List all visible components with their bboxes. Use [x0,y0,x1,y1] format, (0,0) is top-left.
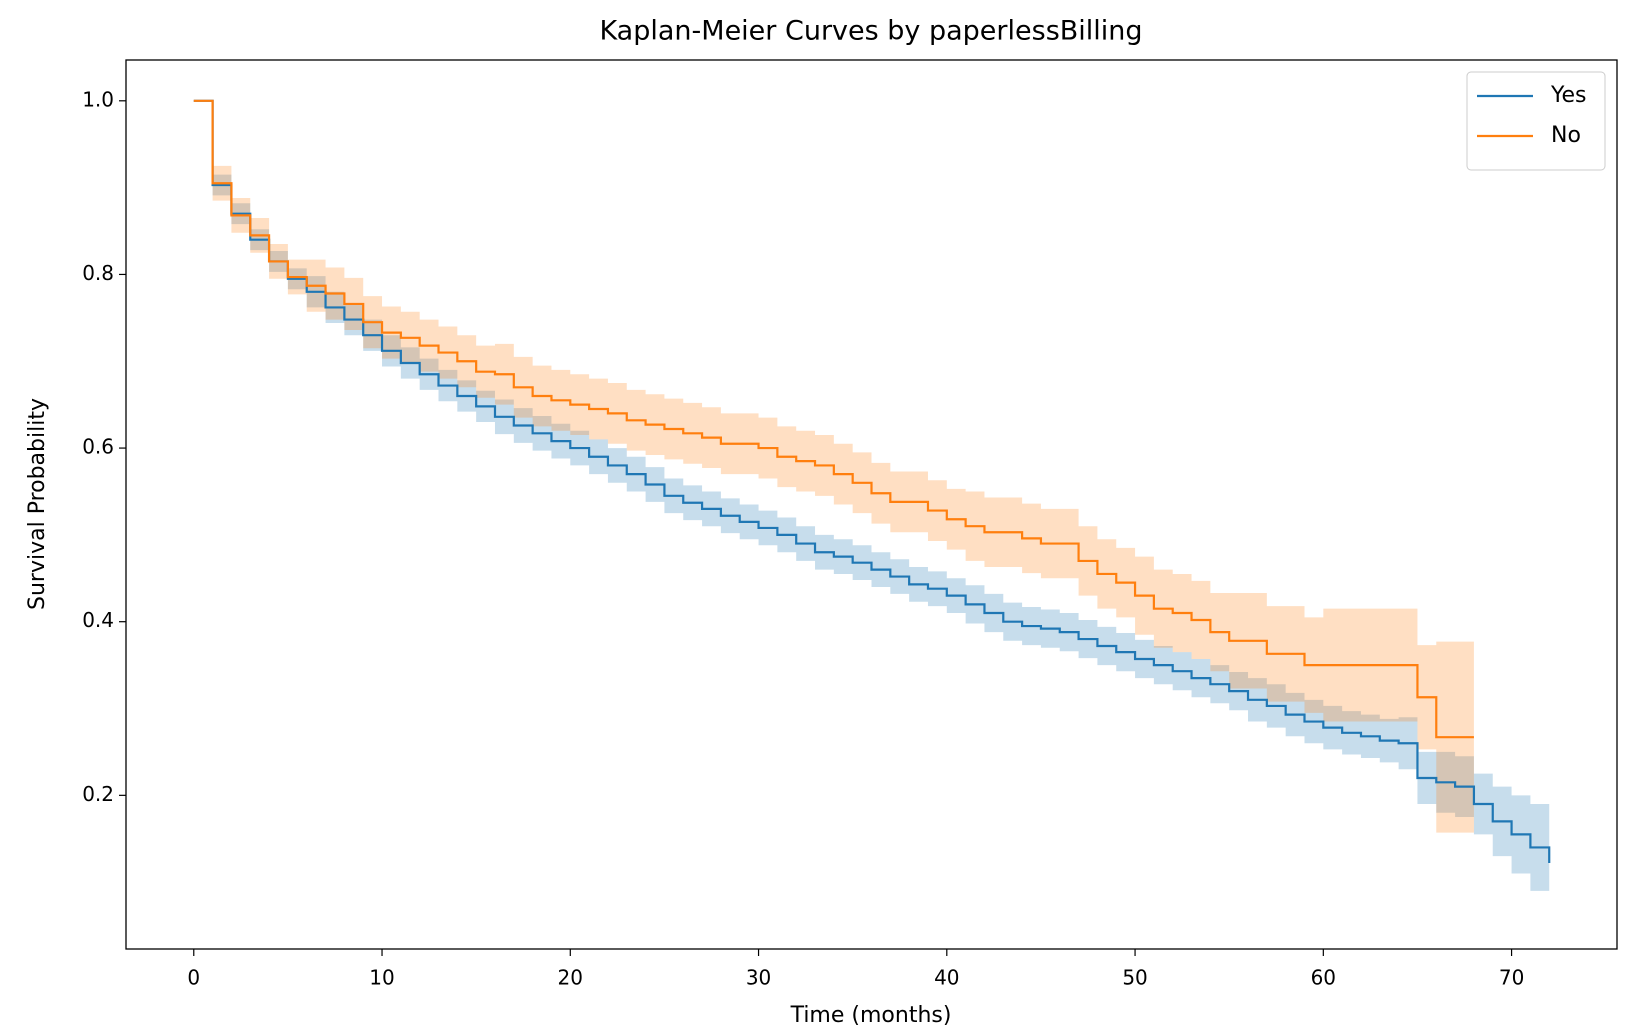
y-tick-label: 0.6 [82,435,114,459]
x-tick-label: 20 [558,966,583,990]
x-tick-label: 10 [369,966,394,990]
y-axis-label: Survival Probability [25,398,50,610]
chart-title: Kaplan-Meier Curves by paperlessBilling [599,16,1142,47]
legend-label: No [1551,123,1581,148]
x-tick-label: 50 [1122,966,1147,990]
x-tick-label: 60 [1311,966,1336,990]
x-axis-label: Time (months) [790,1003,952,1028]
survival-line [193,99,1474,739]
x-tick-label: 40 [934,966,959,990]
x-tick-label: 30 [746,966,771,990]
x-tick-label: 0 [187,966,200,990]
x-tick-label: 70 [1499,966,1524,990]
y-tick-label: 0.2 [82,782,114,806]
y-tick-label: 0.8 [82,261,114,285]
survival-line [193,99,1551,864]
y-tick-label: 1.0 [82,87,114,111]
plot-frame [125,59,1618,950]
y-tick-label: 0.4 [82,608,114,632]
legend-label: Yes [1550,83,1587,108]
